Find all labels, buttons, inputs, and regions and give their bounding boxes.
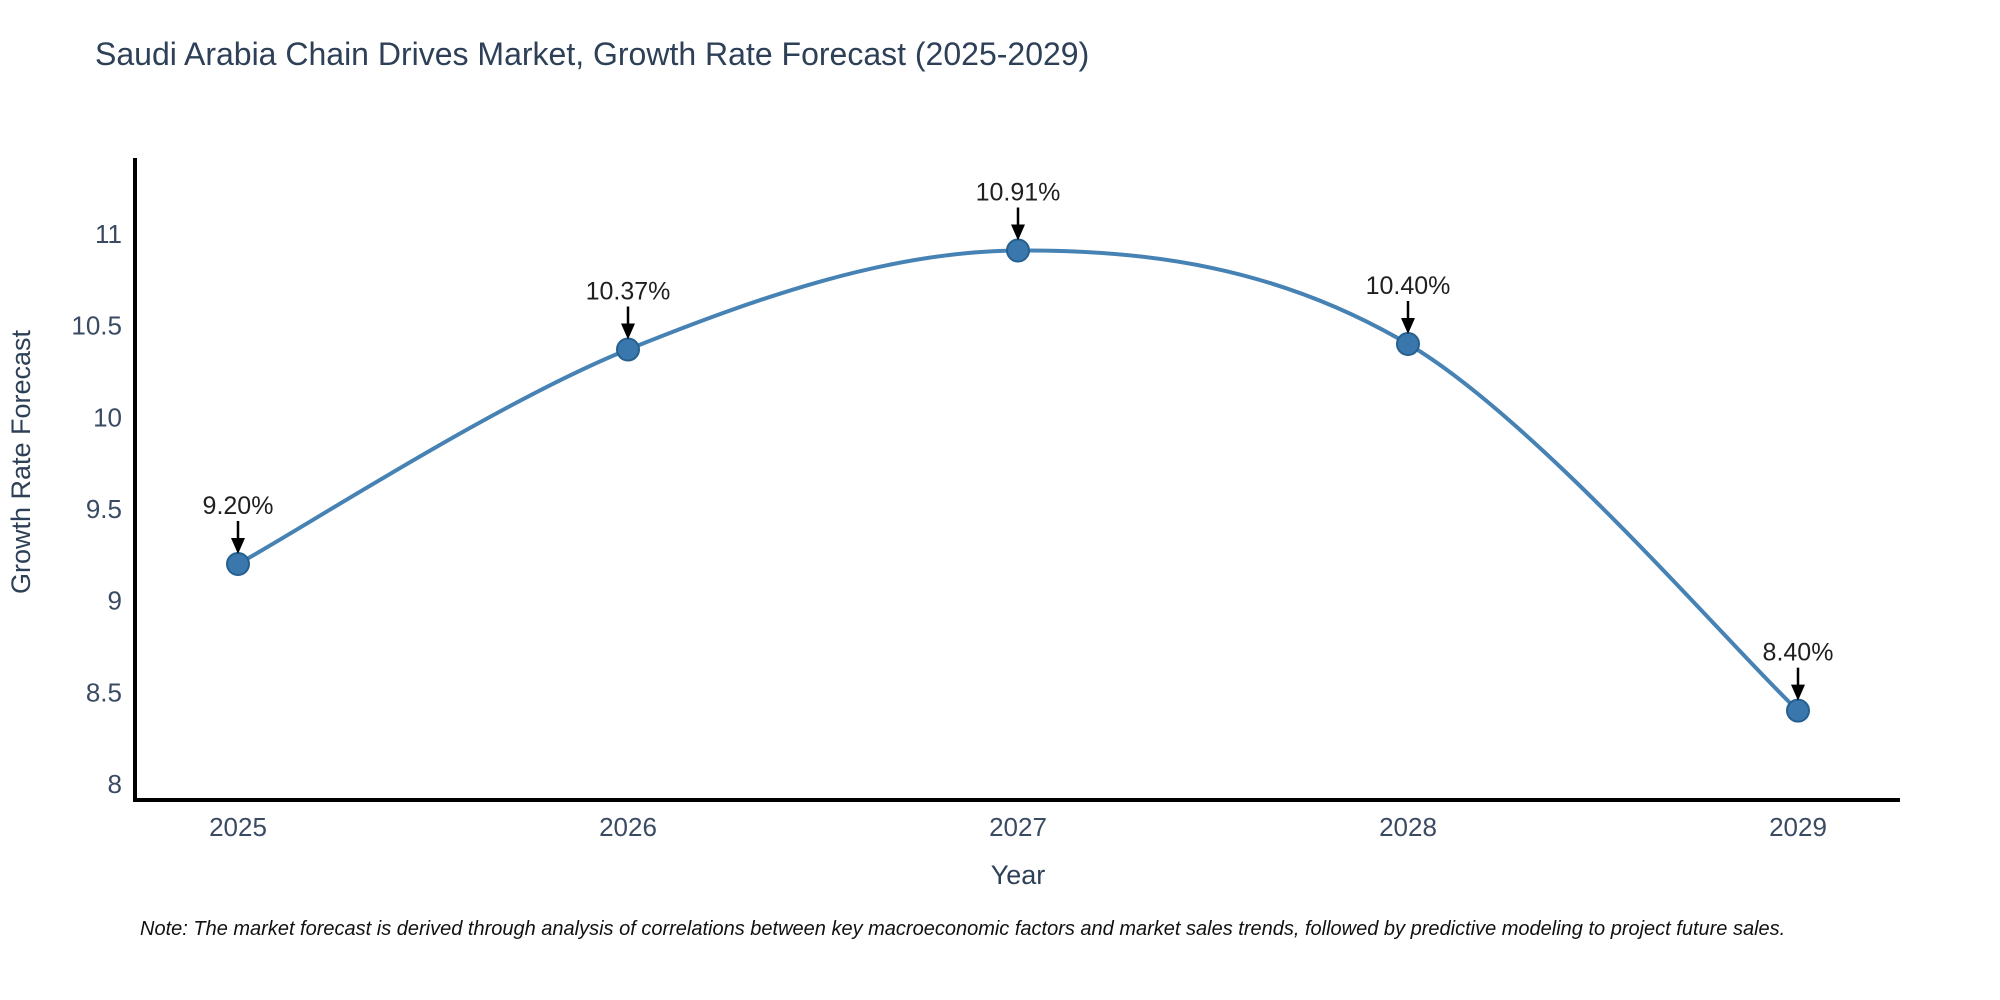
- y-tick-label: 8.5: [86, 677, 122, 707]
- y-axis-title: Growth Rate Forecast: [6, 329, 36, 594]
- y-tick-label: 10.5: [71, 311, 122, 341]
- annotation-arrowhead-icon: [231, 538, 245, 555]
- annotation-arrowhead-icon: [1791, 684, 1805, 701]
- data-point-label: 10.91%: [976, 179, 1061, 207]
- x-tick-label: 2029: [1769, 812, 1827, 842]
- data-point-marker: [1786, 698, 1810, 723]
- forecast-line-series: [236, 248, 1800, 713]
- x-axis-title: Year: [991, 860, 1046, 890]
- x-tick-label: 2025: [209, 812, 267, 842]
- data-point-label: 9.20%: [203, 492, 274, 520]
- chart-title: Saudi Arabia Chain Drives Market, Growth…: [95, 36, 1090, 72]
- y-tick-label: 11: [95, 219, 122, 249]
- annotation-arrowhead-icon: [1011, 224, 1025, 241]
- data-point-marker: [1396, 332, 1420, 357]
- data-point-marker: [226, 552, 250, 577]
- data-point-marker: [616, 337, 640, 362]
- footnote: Note: The market forecast is derived thr…: [140, 918, 1786, 940]
- data-point-label: 8.40%: [1763, 639, 1834, 667]
- annotation-arrowhead-icon: [1401, 318, 1415, 335]
- data-point-label: 10.40%: [1366, 272, 1451, 300]
- y-tick-label: 8: [108, 769, 122, 799]
- x-tick-label: 2027: [989, 812, 1047, 842]
- x-tick-label: 2028: [1379, 812, 1437, 842]
- annotation-arrowhead-icon: [621, 323, 635, 340]
- data-point-label: 10.37%: [586, 278, 671, 306]
- data-point-marker: [1006, 238, 1030, 263]
- y-tick-label: 10: [93, 402, 122, 432]
- y-tick-label: 9: [108, 586, 122, 616]
- x-tick-label: 2026: [599, 812, 657, 842]
- y-tick-label: 9.5: [86, 494, 122, 524]
